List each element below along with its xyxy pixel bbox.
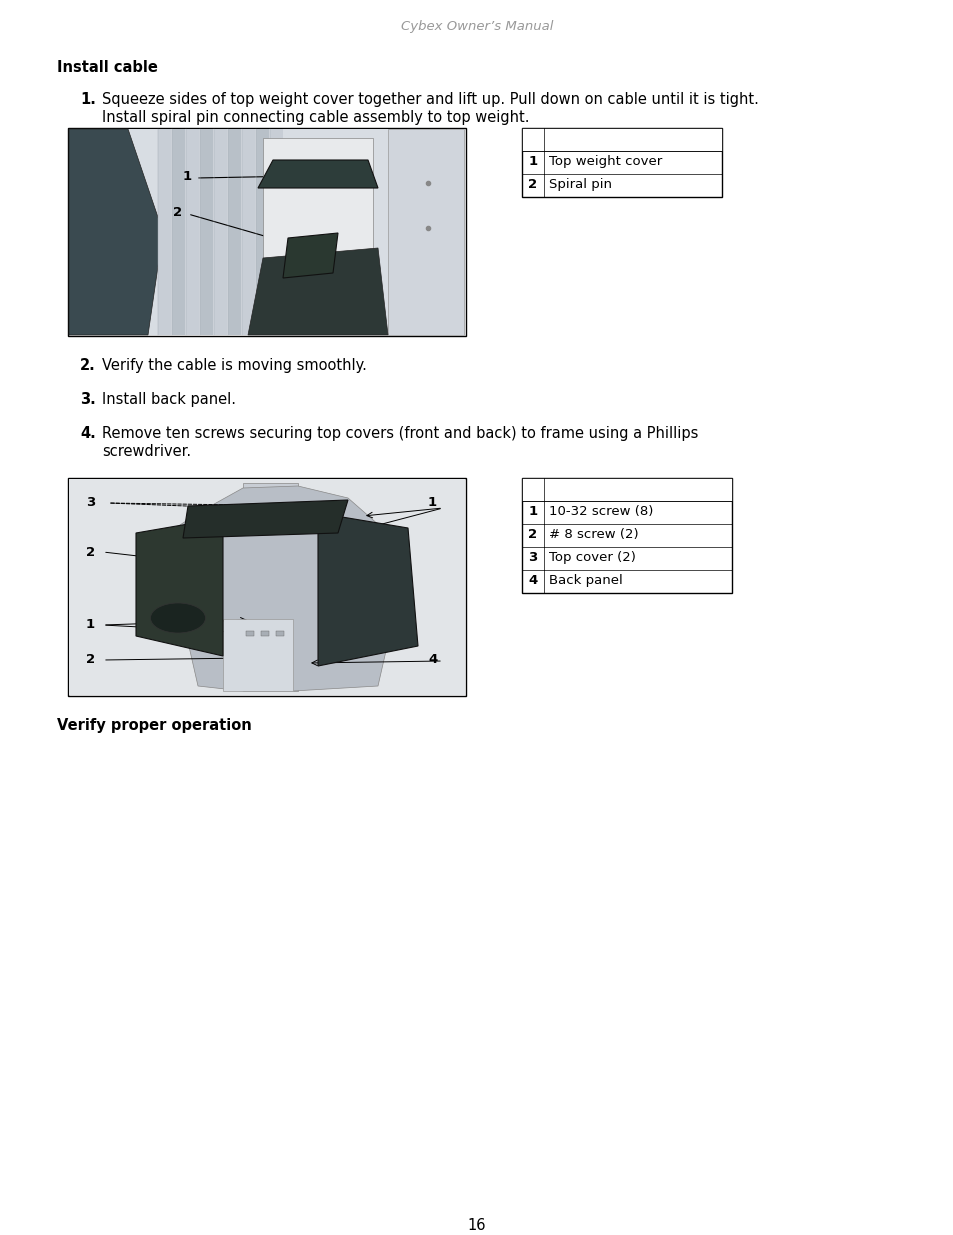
Bar <box>69 128 464 335</box>
Text: 16: 16 <box>467 1218 486 1233</box>
Polygon shape <box>168 487 397 692</box>
Text: Cybex Owner’s Manual: Cybex Owner’s Manual <box>400 20 553 33</box>
Polygon shape <box>248 248 388 335</box>
Text: Top cover (2): Top cover (2) <box>548 551 636 564</box>
Text: 2.: 2. <box>80 358 95 373</box>
Text: 3.: 3. <box>80 391 95 408</box>
Bar <box>521 478 731 593</box>
Polygon shape <box>183 500 348 538</box>
Text: Description: Description <box>547 132 634 144</box>
Text: Remove ten screws securing top covers (front and back) to frame using a Phillips: Remove ten screws securing top covers (f… <box>102 426 698 441</box>
Bar <box>263 138 373 316</box>
Polygon shape <box>69 128 163 335</box>
Text: 4: 4 <box>528 574 537 587</box>
Bar <box>521 478 731 501</box>
Polygon shape <box>283 233 337 278</box>
Bar <box>388 128 463 335</box>
Text: Verify proper operation: Verify proper operation <box>57 718 252 734</box>
Bar <box>200 128 213 335</box>
Bar <box>172 128 185 335</box>
Bar <box>69 479 464 695</box>
Text: Description: Description <box>547 482 634 495</box>
Text: 2: 2 <box>172 206 182 219</box>
Bar <box>223 619 293 692</box>
Text: Spiral pin: Spiral pin <box>548 178 612 191</box>
Text: Install spiral pin connecting cable assembly to top weight.: Install spiral pin connecting cable asse… <box>102 110 529 125</box>
Text: Verify the cable is moving smoothly.: Verify the cable is moving smoothly. <box>102 358 367 373</box>
Text: # 8 screw (2): # 8 screw (2) <box>548 529 638 541</box>
Bar <box>186 128 199 335</box>
Text: 3: 3 <box>528 551 537 564</box>
Text: screwdriver.: screwdriver. <box>102 445 191 459</box>
Text: 2: 2 <box>86 653 95 666</box>
Bar <box>521 128 721 198</box>
Bar <box>275 631 284 636</box>
Text: 1: 1 <box>528 156 537 168</box>
Text: 2: 2 <box>86 546 95 559</box>
Text: 2: 2 <box>528 529 537 541</box>
Text: Top weight cover: Top weight cover <box>548 156 661 168</box>
Bar <box>242 128 254 335</box>
Text: 1: 1 <box>183 170 192 183</box>
Text: Squeeze sides of top weight cover together and lift up. Pull down on cable until: Squeeze sides of top weight cover togeth… <box>102 91 758 107</box>
Bar <box>68 128 465 336</box>
Polygon shape <box>257 161 377 188</box>
Text: 1: 1 <box>86 618 95 631</box>
Text: 1: 1 <box>528 505 537 517</box>
Text: 2: 2 <box>528 178 537 191</box>
Bar <box>521 128 721 151</box>
Bar <box>158 128 171 335</box>
Bar <box>68 478 465 697</box>
Polygon shape <box>136 517 223 656</box>
Bar <box>261 631 269 636</box>
Text: Back panel: Back panel <box>548 574 622 587</box>
Text: Install cable: Install cable <box>57 61 157 75</box>
Bar <box>270 128 283 335</box>
Bar <box>228 128 241 335</box>
Polygon shape <box>317 513 417 666</box>
Text: 10-32 screw (8): 10-32 screw (8) <box>548 505 653 517</box>
Text: 4: 4 <box>428 653 436 666</box>
Text: Install back panel.: Install back panel. <box>102 391 235 408</box>
Text: 4.: 4. <box>80 426 95 441</box>
Bar <box>243 483 297 692</box>
Ellipse shape <box>151 603 205 634</box>
Text: 1: 1 <box>428 496 436 509</box>
Text: 3: 3 <box>86 496 95 509</box>
Text: 1.: 1. <box>80 91 95 107</box>
Bar <box>213 128 227 335</box>
Bar <box>255 128 269 335</box>
Bar <box>246 631 253 636</box>
